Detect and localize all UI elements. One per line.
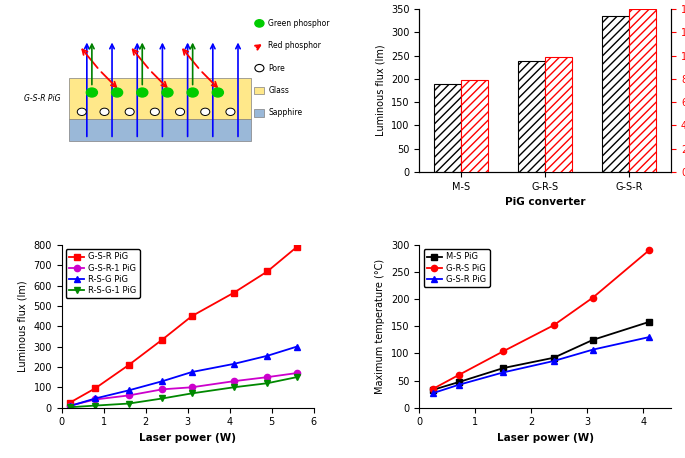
Text: Green phosphor: Green phosphor (269, 19, 329, 28)
Legend: G-S-R PiG, G-S-R-1 PiG, R-S-G PiG, R-S-G-1 PiG: G-S-R PiG, G-S-R-1 PiG, R-S-G PiG, R-S-G… (66, 249, 140, 298)
G-S-R PiG (499, 370, 508, 375)
G-S-R PiG (589, 347, 597, 352)
R-S-G PiG (66, 403, 74, 409)
Circle shape (86, 88, 97, 97)
R-S-G PiG (263, 353, 271, 359)
Circle shape (187, 88, 198, 97)
G-S-R-1 PiG (188, 385, 196, 390)
Line: G-S-R PiG: G-S-R PiG (67, 244, 300, 406)
M-S PiG (645, 319, 653, 325)
Bar (254, 109, 264, 116)
R-S-G PiG (91, 396, 99, 401)
G-S-R PiG (645, 334, 653, 340)
G-R-S PiG (499, 349, 508, 354)
G-S-R PiG (454, 382, 462, 387)
Text: G-S-R PiG: G-S-R PiG (24, 94, 60, 103)
Text: Sapphire: Sapphire (269, 109, 302, 117)
Bar (462, 80, 488, 172)
Bar (254, 87, 264, 94)
G-R-S PiG (645, 248, 653, 253)
G-S-R PiG (158, 337, 166, 342)
Bar (434, 83, 462, 172)
R-S-G PiG (125, 387, 133, 393)
Bar (545, 57, 572, 172)
Circle shape (125, 108, 134, 115)
G-S-R-1 PiG (292, 371, 301, 376)
R-S-G PiG (292, 344, 301, 349)
G-S-R PiG (429, 390, 438, 396)
R-S-G-1 PiG (263, 381, 271, 386)
G-S-R PiG (125, 362, 133, 368)
R-S-G-1 PiG (229, 385, 238, 390)
Bar (519, 61, 545, 172)
G-S-R-1 PiG (91, 397, 99, 402)
G-S-R-1 PiG (158, 387, 166, 392)
Line: R-S-G PiG: R-S-G PiG (67, 344, 300, 409)
Circle shape (255, 20, 264, 27)
Line: G-S-R PiG: G-S-R PiG (430, 334, 652, 396)
Y-axis label: Maximum temperature (°C): Maximum temperature (°C) (375, 259, 386, 394)
Text: Red phosphor: Red phosphor (269, 41, 321, 50)
Bar (630, 9, 656, 172)
FancyBboxPatch shape (69, 119, 251, 142)
G-S-R PiG (91, 386, 99, 391)
G-R-S PiG (454, 372, 462, 378)
R-S-G-1 PiG (188, 391, 196, 396)
R-S-G PiG (229, 361, 238, 367)
Circle shape (226, 108, 235, 115)
Circle shape (162, 88, 173, 97)
Circle shape (100, 108, 109, 115)
FancyBboxPatch shape (69, 78, 251, 119)
M-S PiG (454, 379, 462, 385)
Text: Pore: Pore (269, 64, 285, 73)
R-S-G-1 PiG (91, 403, 99, 409)
M-S PiG (499, 365, 508, 371)
Circle shape (150, 108, 160, 115)
R-S-G-1 PiG (158, 396, 166, 401)
G-S-R PiG (66, 400, 74, 405)
Circle shape (175, 108, 184, 115)
Text: Glass: Glass (269, 86, 289, 95)
R-S-G-1 PiG (292, 374, 301, 380)
R-S-G-1 PiG (125, 401, 133, 406)
Y-axis label: Luminous flux (lm): Luminous flux (lm) (18, 280, 28, 372)
Circle shape (137, 88, 148, 97)
G-S-R-1 PiG (229, 378, 238, 384)
X-axis label: PiG converter: PiG converter (505, 197, 586, 207)
M-S PiG (429, 387, 438, 393)
Circle shape (255, 65, 264, 72)
Circle shape (212, 88, 223, 97)
X-axis label: Laser power (W): Laser power (W) (139, 433, 236, 443)
Circle shape (201, 108, 210, 115)
Y-axis label: Luminous flux (lm): Luminous flux (lm) (375, 45, 386, 136)
X-axis label: Laser power (W): Laser power (W) (497, 433, 594, 443)
R-S-G-1 PiG (66, 404, 74, 410)
Line: G-S-R-1 PiG: G-S-R-1 PiG (67, 370, 300, 409)
G-R-S PiG (429, 386, 438, 392)
Legend: M-S PiG, G-R-S PiG, G-S-R PiG: M-S PiG, G-R-S PiG, G-S-R PiG (423, 249, 490, 287)
G-S-R PiG (263, 269, 271, 274)
G-S-R PiG (549, 358, 558, 364)
Circle shape (77, 108, 86, 115)
G-S-R-1 PiG (125, 393, 133, 398)
Line: M-S PiG: M-S PiG (430, 319, 652, 393)
M-S PiG (549, 355, 558, 360)
Line: G-R-S PiG: G-R-S PiG (430, 247, 652, 392)
R-S-G PiG (188, 369, 196, 375)
M-S PiG (589, 337, 597, 343)
G-S-R PiG (229, 290, 238, 295)
G-S-R-1 PiG (263, 374, 271, 380)
Bar (602, 16, 630, 172)
Circle shape (112, 88, 123, 97)
Line: R-S-G-1 PiG: R-S-G-1 PiG (67, 374, 300, 410)
G-R-S PiG (589, 295, 597, 300)
G-S-R PiG (188, 313, 196, 319)
G-S-R PiG (292, 244, 301, 250)
G-S-R-1 PiG (66, 403, 74, 409)
G-R-S PiG (549, 322, 558, 328)
R-S-G PiG (158, 378, 166, 384)
